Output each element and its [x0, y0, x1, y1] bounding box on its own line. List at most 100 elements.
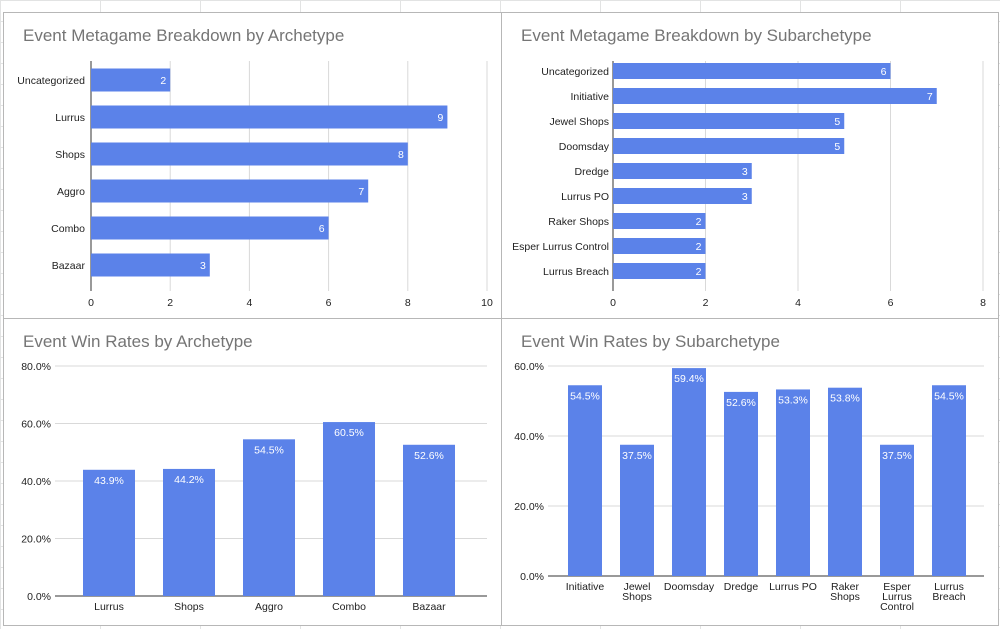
category-label: Combo [332, 601, 366, 613]
category-label: Jewel [624, 581, 651, 593]
chart-metagame-by-archetype[interactable]: Event Metagame Breakdown by Archetype 0 2… [3, 12, 502, 319]
data-label: 59.4% [674, 373, 704, 385]
bar [83, 469, 135, 596]
x-tick-label: 6 [888, 297, 894, 309]
category-label: Dredge [724, 581, 759, 593]
category-label: Lurrus Breach [543, 266, 609, 278]
bar [613, 263, 706, 279]
bar [403, 444, 455, 596]
bar [91, 68, 171, 92]
bar [323, 422, 375, 596]
data-label: 3 [200, 260, 206, 272]
category-label: Lurrus PO [561, 191, 609, 203]
chart-metagame-by-subarchetype[interactable]: Event Metagame Breakdown by Subarchetype… [501, 12, 999, 319]
data-label: 7 [927, 91, 933, 103]
data-label: 54.5% [254, 444, 284, 456]
y-tick-label: 0.0% [27, 591, 51, 603]
data-label: 53.8% [830, 393, 860, 405]
bar [828, 387, 862, 576]
chart-plot: 0.0% 20.0% 40.0% 60.0% 80.0% 43.9% Lurrus 44.2%… [21, 361, 487, 613]
data-label: 6 [881, 66, 887, 78]
category-label: Jewel Shops [549, 116, 609, 128]
chart-winrates-by-subarchetype[interactable]: Event Win Rates by Subarchetype 0.0% 20.0… [501, 318, 999, 626]
x-tick-label: 8 [405, 297, 411, 309]
data-label: 3 [742, 191, 748, 203]
bar [620, 444, 654, 576]
bar [613, 113, 845, 129]
data-label: 2 [696, 241, 702, 253]
category-label: Raker [831, 581, 860, 593]
category-label: Bazaar [412, 601, 446, 613]
category-label: Doomsday [664, 581, 715, 593]
data-label: 37.5% [622, 450, 652, 462]
data-label: 3 [742, 166, 748, 178]
data-label: 44.2% [174, 474, 204, 486]
data-label: 54.5% [570, 390, 600, 402]
bar [91, 179, 369, 203]
x-tick-label: 10 [481, 297, 493, 309]
chart-title: Event Metagame Breakdown by Archetype [23, 26, 345, 45]
bar [932, 385, 966, 576]
y-tick-label: 60.0% [21, 419, 51, 431]
data-label: 54.5% [934, 390, 964, 402]
bar [776, 389, 810, 576]
chart-plot: 0.0% 20.0% 40.0% 60.0% 54.5% Initiative 37.5% J… [514, 361, 984, 613]
data-label: 5 [834, 141, 840, 153]
x-tick-label: 4 [246, 297, 252, 309]
bar [724, 391, 758, 576]
bar [91, 253, 210, 277]
category-label: Shops [174, 601, 204, 613]
bar [91, 142, 408, 166]
bar [880, 444, 914, 576]
data-label: 53.3% [778, 394, 808, 406]
data-label: 43.9% [94, 475, 124, 487]
category-label: Bazaar [52, 260, 86, 272]
data-label: 6 [319, 223, 325, 235]
category-label: Lurrus [94, 601, 124, 613]
category-label: Doomsday [559, 141, 610, 153]
x-tick-label: 8 [980, 297, 986, 309]
data-label: 2 [160, 75, 166, 87]
category-label: Lurrus PO [769, 581, 817, 593]
bar [613, 238, 706, 254]
bar [613, 188, 752, 204]
data-label: 60.5% [334, 427, 364, 439]
x-tick-label: 0 [88, 297, 94, 309]
y-tick-label: 20.0% [514, 501, 544, 513]
bar [568, 385, 602, 576]
category-label: Shops [622, 591, 652, 603]
x-tick-label: 2 [703, 297, 709, 309]
bar [243, 439, 295, 596]
category-label: Combo [51, 223, 85, 235]
data-label: 2 [696, 216, 702, 228]
bar [613, 63, 891, 79]
bar [613, 163, 752, 179]
data-label: 7 [358, 186, 364, 198]
x-tick-label: 6 [326, 297, 332, 309]
data-label: 8 [398, 149, 404, 161]
chart-winrates-by-archetype[interactable]: Event Win Rates by Archetype 0.0% 20.0% 40… [3, 318, 502, 626]
chart-title: Event Win Rates by Archetype [23, 332, 253, 351]
bar [163, 468, 215, 596]
category-label: Aggro [255, 601, 283, 613]
data-label: 5 [834, 116, 840, 128]
data-label: 2 [696, 266, 702, 278]
data-label: 37.5% [882, 450, 912, 462]
category-label: Initiative [566, 581, 605, 593]
y-tick-label: 0.0% [520, 571, 544, 583]
bar [91, 105, 448, 129]
category-label: Esper [883, 581, 911, 593]
bar [613, 88, 937, 104]
y-tick-label: 20.0% [21, 534, 51, 546]
category-label: Uncategorized [17, 75, 85, 87]
y-tick-label: 40.0% [514, 431, 544, 443]
x-tick-label: 4 [795, 297, 801, 309]
category-label: Raker Shops [548, 216, 609, 228]
chart-plot: 0 2 4 6 8 Uncategorized 6 Initiative 7 Jewel Shop… [512, 61, 986, 309]
bar [672, 368, 706, 576]
category-label: Dredge [575, 166, 610, 178]
category-label: Lurrus [55, 112, 85, 124]
chart-title: Event Win Rates by Subarchetype [521, 332, 780, 351]
category-label: Breach [932, 591, 965, 603]
category-label: Initiative [570, 91, 609, 103]
